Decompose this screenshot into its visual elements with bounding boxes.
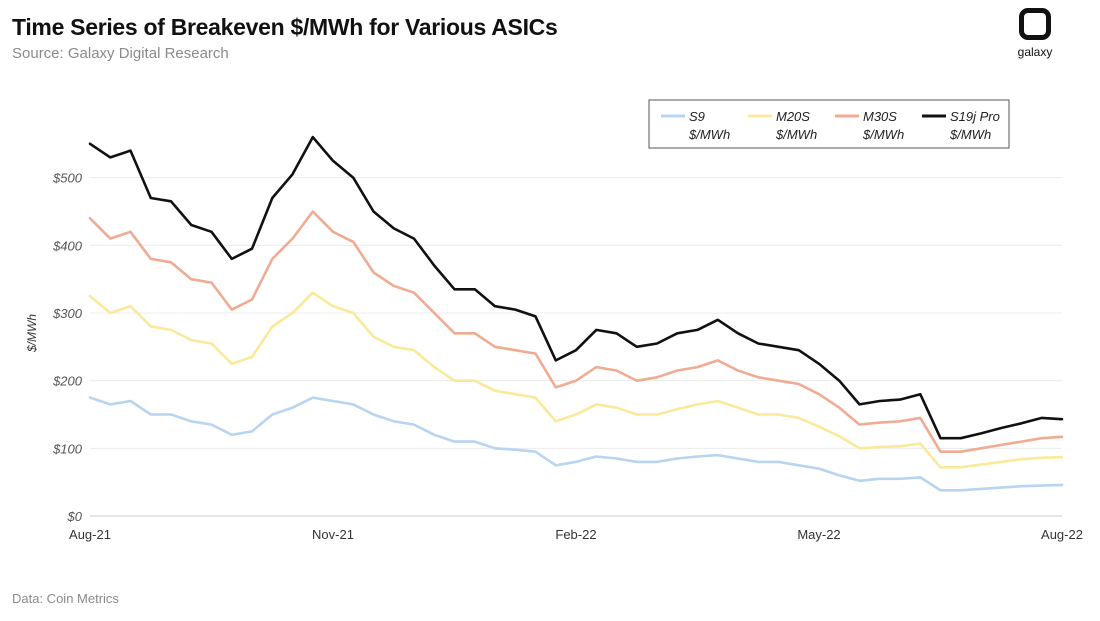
- y-axis-title: $/MWh: [25, 314, 39, 353]
- y-tick-label: $500: [52, 171, 83, 186]
- x-tick-label: Aug-22: [1041, 527, 1083, 542]
- y-tick-label: $300: [52, 306, 83, 321]
- x-tick-label: Feb-22: [555, 527, 596, 542]
- galaxy-logo: galaxy: [1008, 8, 1062, 59]
- legend-unit-m20s: $/MWh: [775, 127, 817, 142]
- chart-legend: S9 $/MWh M20S $/MWh M30S $/MWh S19j Pro $/MWh: [648, 99, 1010, 149]
- series-line-s19j-pro: [88, 135, 1064, 440]
- legend-unit-s19j-pro: $/MWh: [949, 127, 991, 142]
- series-line-m20s: [88, 291, 1064, 469]
- legend-label-m30s: M30S: [863, 109, 897, 124]
- legend-box: [648, 99, 1010, 149]
- legend-label-m20s: M20S: [776, 109, 810, 124]
- data-source-note: Data: Coin Metrics: [12, 591, 119, 606]
- chart-subtitle: Source: Galaxy Digital Research: [12, 45, 229, 62]
- chart-title: Time Series of Breakeven $/MWh for Vario…: [12, 14, 558, 40]
- x-tick-label: May-22: [797, 527, 840, 542]
- legend-unit-s9: $/MWh: [688, 127, 730, 142]
- y-tick-label: $0: [67, 509, 83, 524]
- series-line-s9: [88, 396, 1064, 492]
- x-tick-label: Aug-21: [69, 527, 111, 542]
- legend-label-s19j-pro: S19j Pro: [950, 109, 1000, 124]
- galaxy-logo-text: galaxy: [1017, 45, 1053, 59]
- y-tick-label: $200: [52, 374, 83, 389]
- galaxy-logo-icon: [1019, 8, 1051, 40]
- x-tick-label: Nov-21: [312, 527, 354, 542]
- gridlines: [90, 177, 1062, 517]
- series-line-m30s: [88, 210, 1064, 453]
- y-axis-ticks: $0 $100 $200 $300 $400 $500 $/MWh: [25, 171, 83, 524]
- y-tick-label: $100: [52, 441, 83, 456]
- legend-unit-m30s: $/MWh: [862, 127, 904, 142]
- y-tick-label: $400: [52, 238, 83, 253]
- series-lines: [88, 135, 1064, 492]
- x-axis-ticks: Aug-21 Nov-21 Feb-22 May-22 Aug-22: [69, 527, 1083, 542]
- legend-label-s9: S9: [689, 109, 705, 124]
